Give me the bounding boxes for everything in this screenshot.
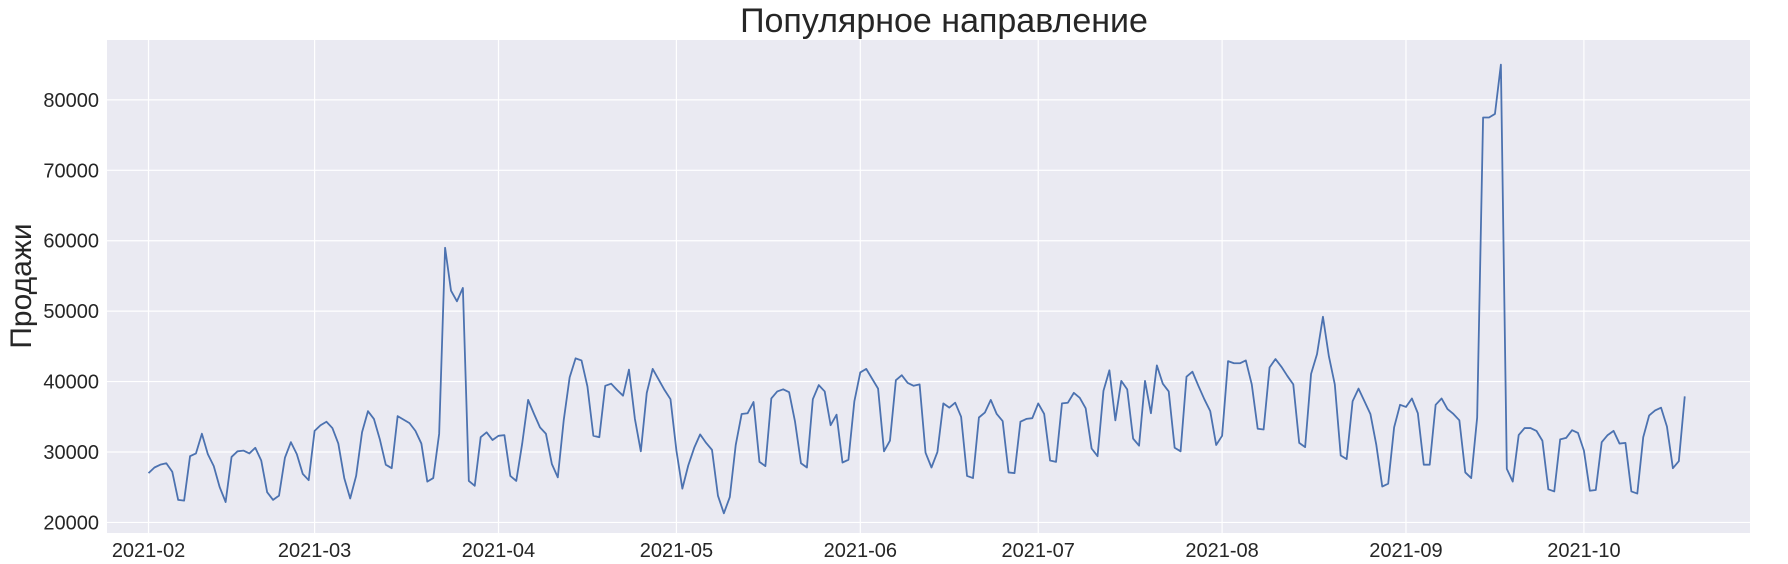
y-tick-label: 20000 (43, 512, 99, 534)
vertical-gridlines (147, 40, 1585, 533)
y-tick-label: 40000 (43, 372, 99, 394)
chart-title: Популярное направление (740, 2, 1148, 40)
x-tick-label: 2021-07 (1002, 540, 1075, 562)
y-tick-label: 60000 (43, 231, 99, 253)
x-tick-label: 2021-03 (278, 540, 351, 562)
y-axis-tick-labels: 20000 30000 40000 50000 60000 70000 80000 (43, 90, 99, 535)
x-axis-tick-labels: 2021-02 2021-03 2021-04 2021-05 2021-06 2021-… (112, 540, 1621, 562)
x-tick-label: 2021-02 (112, 540, 185, 562)
y-tick-label: 70000 (43, 160, 99, 182)
sales-series-line (147, 63, 1686, 515)
y-tick-label: 80000 (43, 90, 99, 112)
horizontal-gridlines (107, 99, 1750, 524)
y-tick-label: 30000 (43, 442, 99, 464)
y-axis-label: Продажи (5, 223, 38, 348)
x-tick-label: 2021-04 (462, 540, 535, 562)
x-tick-label: 2021-10 (1547, 540, 1620, 562)
x-tick-label: 2021-05 (640, 540, 713, 562)
x-tick-label: 2021-08 (1185, 540, 1258, 562)
y-tick-label: 50000 (43, 301, 99, 323)
x-tick-label: 2021-09 (1369, 540, 1442, 562)
x-tick-label: 2021-06 (824, 540, 897, 562)
plot-area (107, 40, 1750, 533)
